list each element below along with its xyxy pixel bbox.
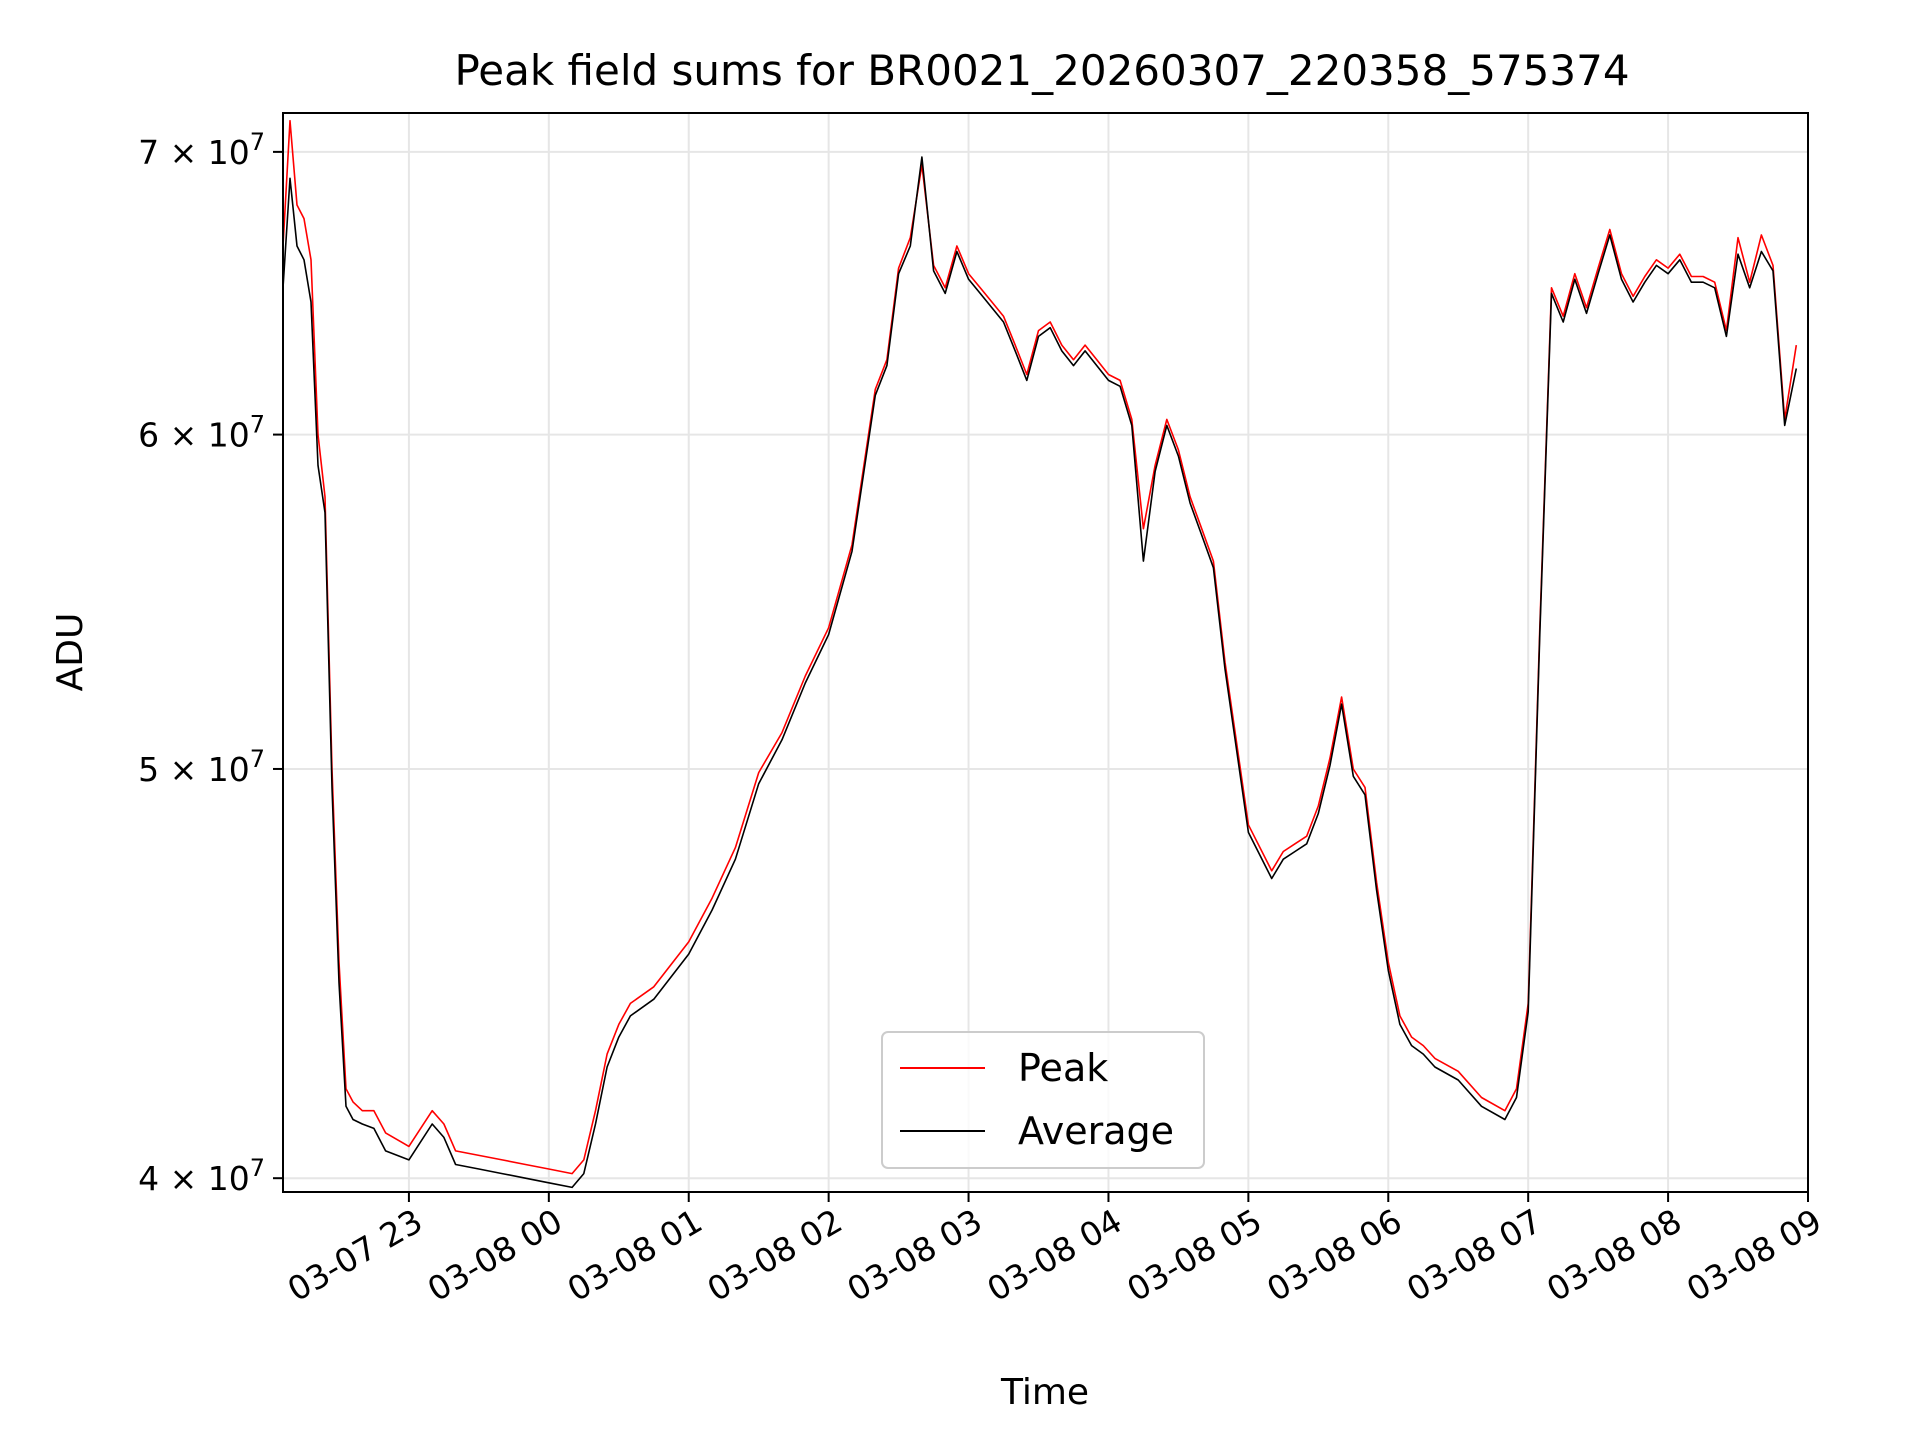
series-layer [283, 119, 1798, 1189]
y-tick-label: 7 × 107 [138, 128, 265, 172]
legend-box [881, 1031, 1205, 1169]
series-line-average [283, 156, 1798, 1189]
legend-label-average: Average [1018, 1109, 1174, 1153]
y-axis-label: ADU [50, 613, 91, 692]
plot-area-frame [282, 112, 1809, 1193]
y-axis: 4 × 107 5 × 107 6 × 107 7 × 107 [138, 128, 283, 1198]
x-axis-label: Time [1000, 1372, 1089, 1413]
y-tick-label: 5 × 107 [138, 745, 265, 789]
y-tick-label: 4 × 107 [138, 1154, 265, 1198]
legend-label-peak: Peak [1018, 1046, 1108, 1090]
series-line-peak [283, 119, 1798, 1175]
chart-title: Peak field sums for BR0021_20260307_2203… [454, 46, 1629, 95]
y-tick-label: 6 × 107 [138, 411, 265, 455]
legend: Peak Average [881, 1031, 1205, 1169]
